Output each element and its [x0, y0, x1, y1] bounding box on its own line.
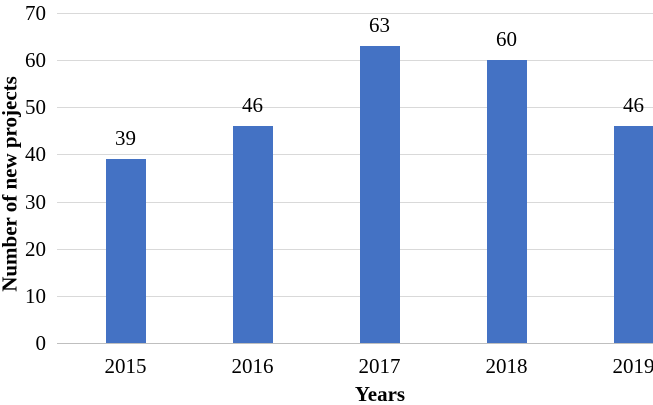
gridline [57, 107, 653, 109]
bar-2017 [359, 46, 400, 343]
y-tick-label: 20 [25, 236, 46, 261]
gridline [57, 154, 653, 156]
y-tick-label: 30 [25, 189, 46, 214]
gridline [57, 13, 653, 14]
y-tick-label: 10 [25, 283, 46, 308]
x-tick-label: 2018 [485, 354, 528, 378]
bar-2015 [105, 159, 146, 343]
x-tick-label: 2017 [358, 354, 401, 378]
x-axis-line [57, 343, 653, 344]
bar-value-label: 39 [115, 126, 136, 151]
bar-2019 [613, 126, 653, 343]
bar-2016 [232, 126, 273, 343]
x-tick-label: 2015 [104, 354, 147, 378]
gridline [57, 60, 653, 62]
x-tick-label: 2016 [231, 354, 274, 378]
y-tick-label: 40 [25, 142, 46, 167]
y-tick-label: 70 [25, 1, 46, 25]
bar-value-label: 63 [369, 13, 390, 37]
y-tick-label: 60 [25, 48, 46, 73]
gridline [57, 248, 653, 250]
bar-2018 [486, 60, 527, 343]
bar-value-label: 46 [623, 93, 644, 118]
bar-value-label: 60 [496, 27, 517, 52]
bar-value-label: 46 [242, 93, 263, 118]
y-tick-label: 50 [25, 95, 46, 120]
x-axis-title: Years [354, 382, 406, 405]
gridline [57, 295, 653, 297]
y-tick-label: 0 [35, 331, 47, 355]
gridline [57, 201, 653, 203]
x-tick-label: 2019 [612, 354, 653, 378]
